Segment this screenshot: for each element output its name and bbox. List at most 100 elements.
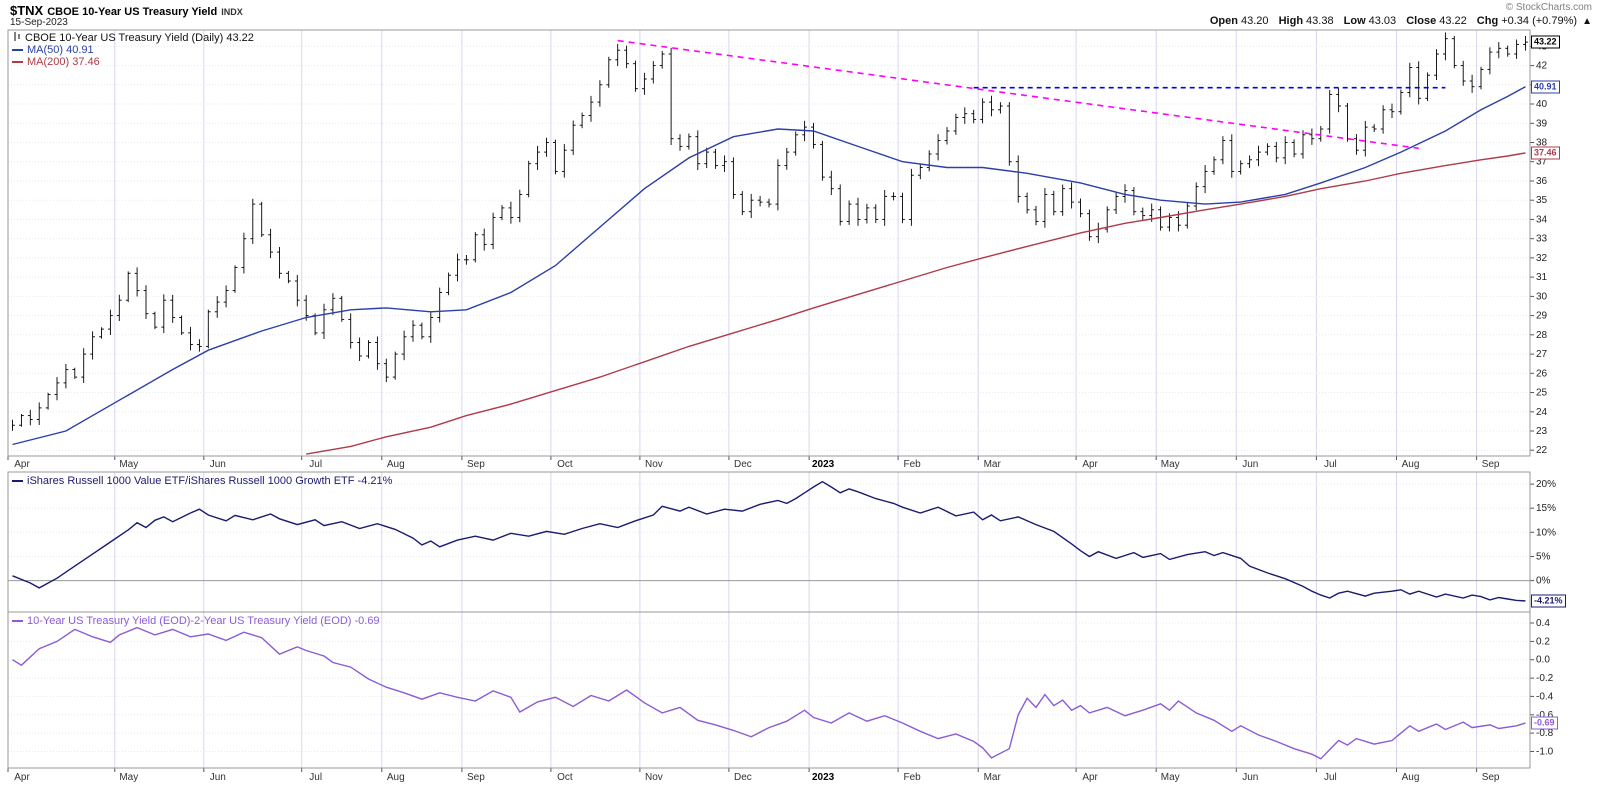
y-axis-label: 27 [1536, 349, 1548, 360]
last-price-box: 43.22 [1531, 35, 1560, 49]
x-axis-label: May [119, 772, 138, 783]
ratio-swatch [12, 480, 23, 483]
x-axis-label: Oct [557, 459, 573, 470]
quote-line: Open 43.20 High 43.38 Low 43.03 Close 43.22 … [1203, 15, 1592, 27]
y-axis-label: 0.0 [1536, 655, 1550, 666]
x-axis-label: Feb [903, 459, 921, 470]
y-axis-label: 24 [1536, 407, 1548, 418]
y-axis-label: 26 [1536, 368, 1548, 379]
x-axis-label: May [1161, 772, 1180, 783]
panel-border [7, 471, 1531, 613]
x-axis-label: Sep [1482, 459, 1500, 470]
chg-value: +0.34 (+0.79%) [1501, 15, 1578, 27]
x-axis-labels: Apr May Jun Jul Aug Sep Oct Nov Dec 2023 Feb Mar Apr… [7, 456, 1500, 783]
y-axis-label: -0.2 [1536, 673, 1554, 684]
x-axis-label: Mar [984, 459, 1002, 470]
title-line: $TNX CBOE 10-Year US Treasury Yield INDX [10, 2, 243, 20]
y-axis-label: 42 [1536, 61, 1548, 72]
y-axis-label: 33 [1536, 234, 1548, 245]
open-value: 43.20 [1241, 15, 1269, 27]
spread-legend-label: 10-Year US Treasury Yield (EOD)-2-Year U… [27, 615, 380, 627]
ratio-value-box: -4.21% [1531, 594, 1566, 608]
ratio-line [12, 480, 1526, 602]
y-axis-label: 36 [1536, 176, 1548, 187]
y-axis-label: 0% [1536, 576, 1551, 587]
y-axes: 2223242526272829303132333435363738394041… [8, 41, 1556, 758]
panel-border [7, 29, 1531, 457]
close-label: Close [1406, 15, 1437, 27]
x-axis-label: Mar [984, 772, 1002, 783]
y-axis-label: 37 [1536, 157, 1548, 168]
y-axis-label: 15% [1536, 503, 1556, 514]
x-axis-label: Aug [1402, 772, 1420, 783]
x-axis-label: Jun [210, 459, 226, 470]
ma50-line [12, 86, 1526, 446]
x-axis-label: Sep [1482, 772, 1500, 783]
ma200-legend-label: MA(200) 37.46 [27, 56, 100, 68]
y-axis-label: 31 [1536, 272, 1548, 283]
ma200-line [306, 152, 1526, 455]
x-axis-label: Apr [14, 772, 30, 783]
symbol: $TNX [10, 3, 44, 18]
chart-date: 15-Sep-2023 [10, 17, 68, 28]
x-axis-label: Jun [1242, 459, 1258, 470]
main-legend: CBOE 10-Year US Treasury Yield (Daily) 4… [12, 31, 254, 44]
spread-line [12, 626, 1526, 760]
panel-border [7, 611, 1531, 769]
y-axis-label: 40 [1536, 99, 1548, 110]
exchange-tag: INDX [221, 7, 243, 17]
x-axis-label: Dec [734, 772, 752, 783]
x-axis-label: Nov [645, 459, 663, 470]
open-label: Open [1209, 15, 1238, 27]
x-axis-label: Sep [467, 772, 485, 783]
x-axis-label: Aug [387, 459, 405, 470]
y-axis-label: 39 [1536, 118, 1548, 129]
y-axis-label: 29 [1536, 311, 1548, 322]
x-axis-label: Oct [557, 772, 573, 783]
x-axis-label: Dec [734, 459, 752, 470]
change-up-icon: ▲ [1582, 16, 1592, 27]
ratio-legend-label: iShares Russell 1000 Value ETF/iShares R… [27, 475, 393, 487]
ma200-legend: MA(200) 37.46 [12, 56, 100, 68]
y-axis-label: 0.2 [1536, 636, 1550, 647]
x-axis-label: Jun [1242, 772, 1258, 783]
y-axis-label: -0.6 [1536, 710, 1554, 721]
x-axis-label: 2023 [812, 459, 835, 470]
y-axis-label: -0.8 [1536, 728, 1554, 739]
candlestick-icon [14, 32, 20, 41]
copyright: © StockCharts.com [1505, 2, 1592, 13]
ma200-value-box: 37.46 [1531, 146, 1560, 160]
y-axis-label: 32 [1536, 253, 1548, 264]
y-axis-label: 5% [1536, 552, 1551, 563]
x-axis-label: Jul [309, 772, 322, 783]
x-axis-label: Apr [1082, 459, 1098, 470]
y-axis-label: 28 [1536, 330, 1548, 341]
ma50-legend-label: MA(50) 40.91 [27, 44, 94, 56]
spread-swatch [12, 620, 23, 623]
ohlc-bars [12, 32, 1528, 431]
ma50-value-box: 40.91 [1531, 80, 1560, 93]
y-axis-label: 25 [1536, 388, 1548, 399]
high-value: 43.38 [1306, 15, 1334, 27]
x-axis-label: Nov [645, 772, 663, 783]
y-axis-label: 34 [1536, 214, 1548, 225]
y-axis-label: -0.4 [1536, 691, 1554, 702]
y-axis-label: 20% [1536, 479, 1556, 490]
y-axis-label: 38 [1536, 138, 1548, 149]
x-axis-label: Aug [1402, 459, 1420, 470]
x-axis-label: May [1161, 459, 1180, 470]
downtrend-line [617, 39, 1419, 150]
spread-value-box: -0.69 [1531, 716, 1558, 730]
y-axis-label: 35 [1536, 195, 1548, 206]
x-axis-label: Apr [14, 459, 30, 470]
x-axis-label: Aug [387, 772, 405, 783]
y-axis-label: -1.0 [1536, 747, 1554, 758]
x-axis-label: 2023 [812, 772, 835, 783]
x-axis-label: Jun [210, 772, 226, 783]
ma200-swatch [12, 61, 23, 64]
x-axis-label: Jul [1324, 772, 1337, 783]
close-value: 43.22 [1439, 15, 1467, 27]
low-label: Low [1343, 15, 1366, 27]
